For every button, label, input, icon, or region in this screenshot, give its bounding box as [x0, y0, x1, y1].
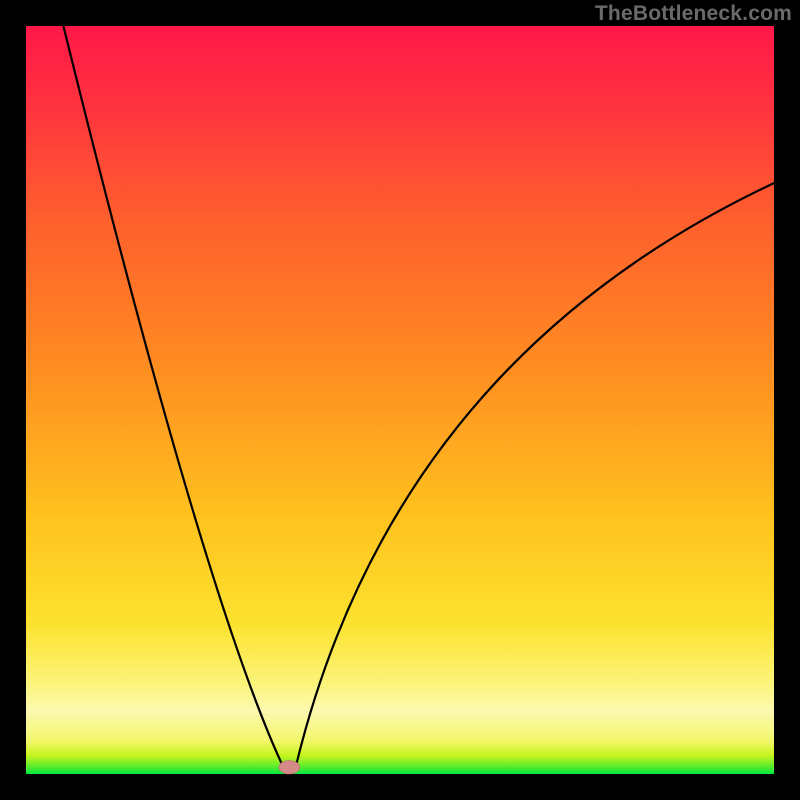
minimum-marker	[279, 761, 300, 774]
watermark-text: TheBottleneck.com	[595, 2, 792, 26]
chart-frame: TheBottleneck.com	[0, 0, 800, 800]
chart-svg	[0, 0, 800, 800]
plot-background	[26, 26, 774, 774]
